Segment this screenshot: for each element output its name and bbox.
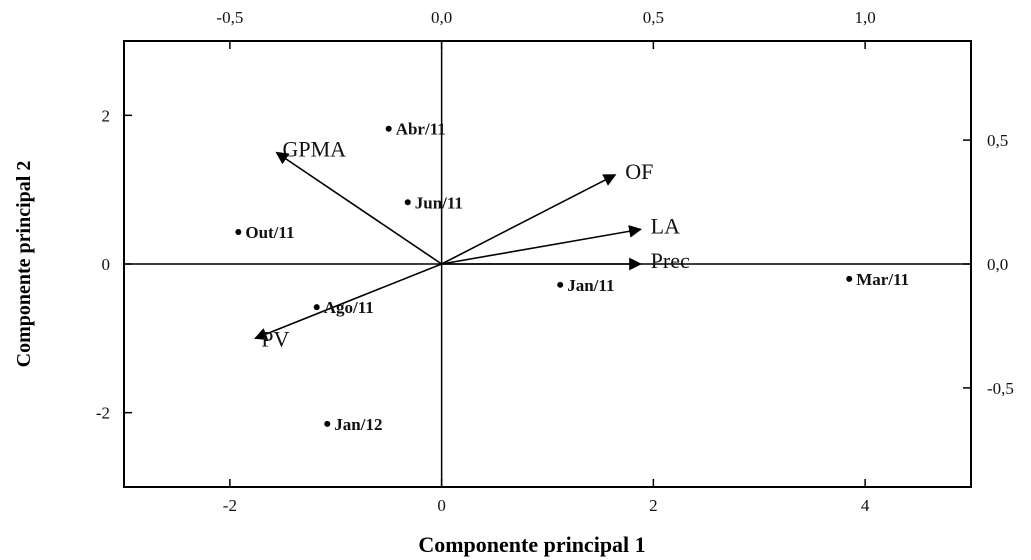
score-point <box>313 304 320 311</box>
score-point <box>324 420 331 427</box>
score-label: Abr/11 <box>396 120 446 139</box>
top-tick-label: 1,0 <box>855 8 876 27</box>
x-tick-label: 4 <box>861 496 870 515</box>
score-point <box>404 199 411 206</box>
score-label: Out/11 <box>245 223 294 242</box>
top-tick-label: -0,5 <box>216 8 243 27</box>
score-label: Ago/11 <box>324 298 374 317</box>
y-tick-label: 0 <box>102 255 111 274</box>
loading-label: LA <box>651 213 680 238</box>
loading-label: GPMA <box>282 137 346 162</box>
loading-label: PV <box>261 326 289 351</box>
loading-vector <box>275 151 443 265</box>
top-tick-label: 0,0 <box>431 8 452 27</box>
right-tick-label: -0,5 <box>987 379 1014 398</box>
y-tick-label: 2 <box>102 106 111 125</box>
y-tick-label: -2 <box>96 404 110 423</box>
score-point <box>235 229 242 236</box>
score-label: Jan/11 <box>567 276 614 295</box>
right-tick-label: 0,0 <box>987 255 1008 274</box>
y-axis-title: Componente principal 2 <box>13 161 35 368</box>
score-point <box>385 125 392 132</box>
loading-label: OF <box>625 159 653 184</box>
loading-vector <box>441 224 642 265</box>
score-label: Jan/12 <box>334 415 382 434</box>
x-tick-label: -2 <box>223 496 237 515</box>
score-point <box>557 281 564 288</box>
score-point <box>846 275 853 282</box>
loading-vector <box>254 263 442 341</box>
score-label: Jun/11 <box>415 193 463 212</box>
score-label: Mar/11 <box>856 270 909 289</box>
loading-label: Prec <box>651 248 690 273</box>
right-tick-label: 0,5 <box>987 131 1008 150</box>
loading-vector <box>441 174 617 265</box>
x-axis-title: Componente principal 1 <box>418 532 645 557</box>
top-tick-label: 0,5 <box>643 8 664 27</box>
x-tick-label: 2 <box>649 496 658 515</box>
x-tick-label: 0 <box>437 496 446 515</box>
